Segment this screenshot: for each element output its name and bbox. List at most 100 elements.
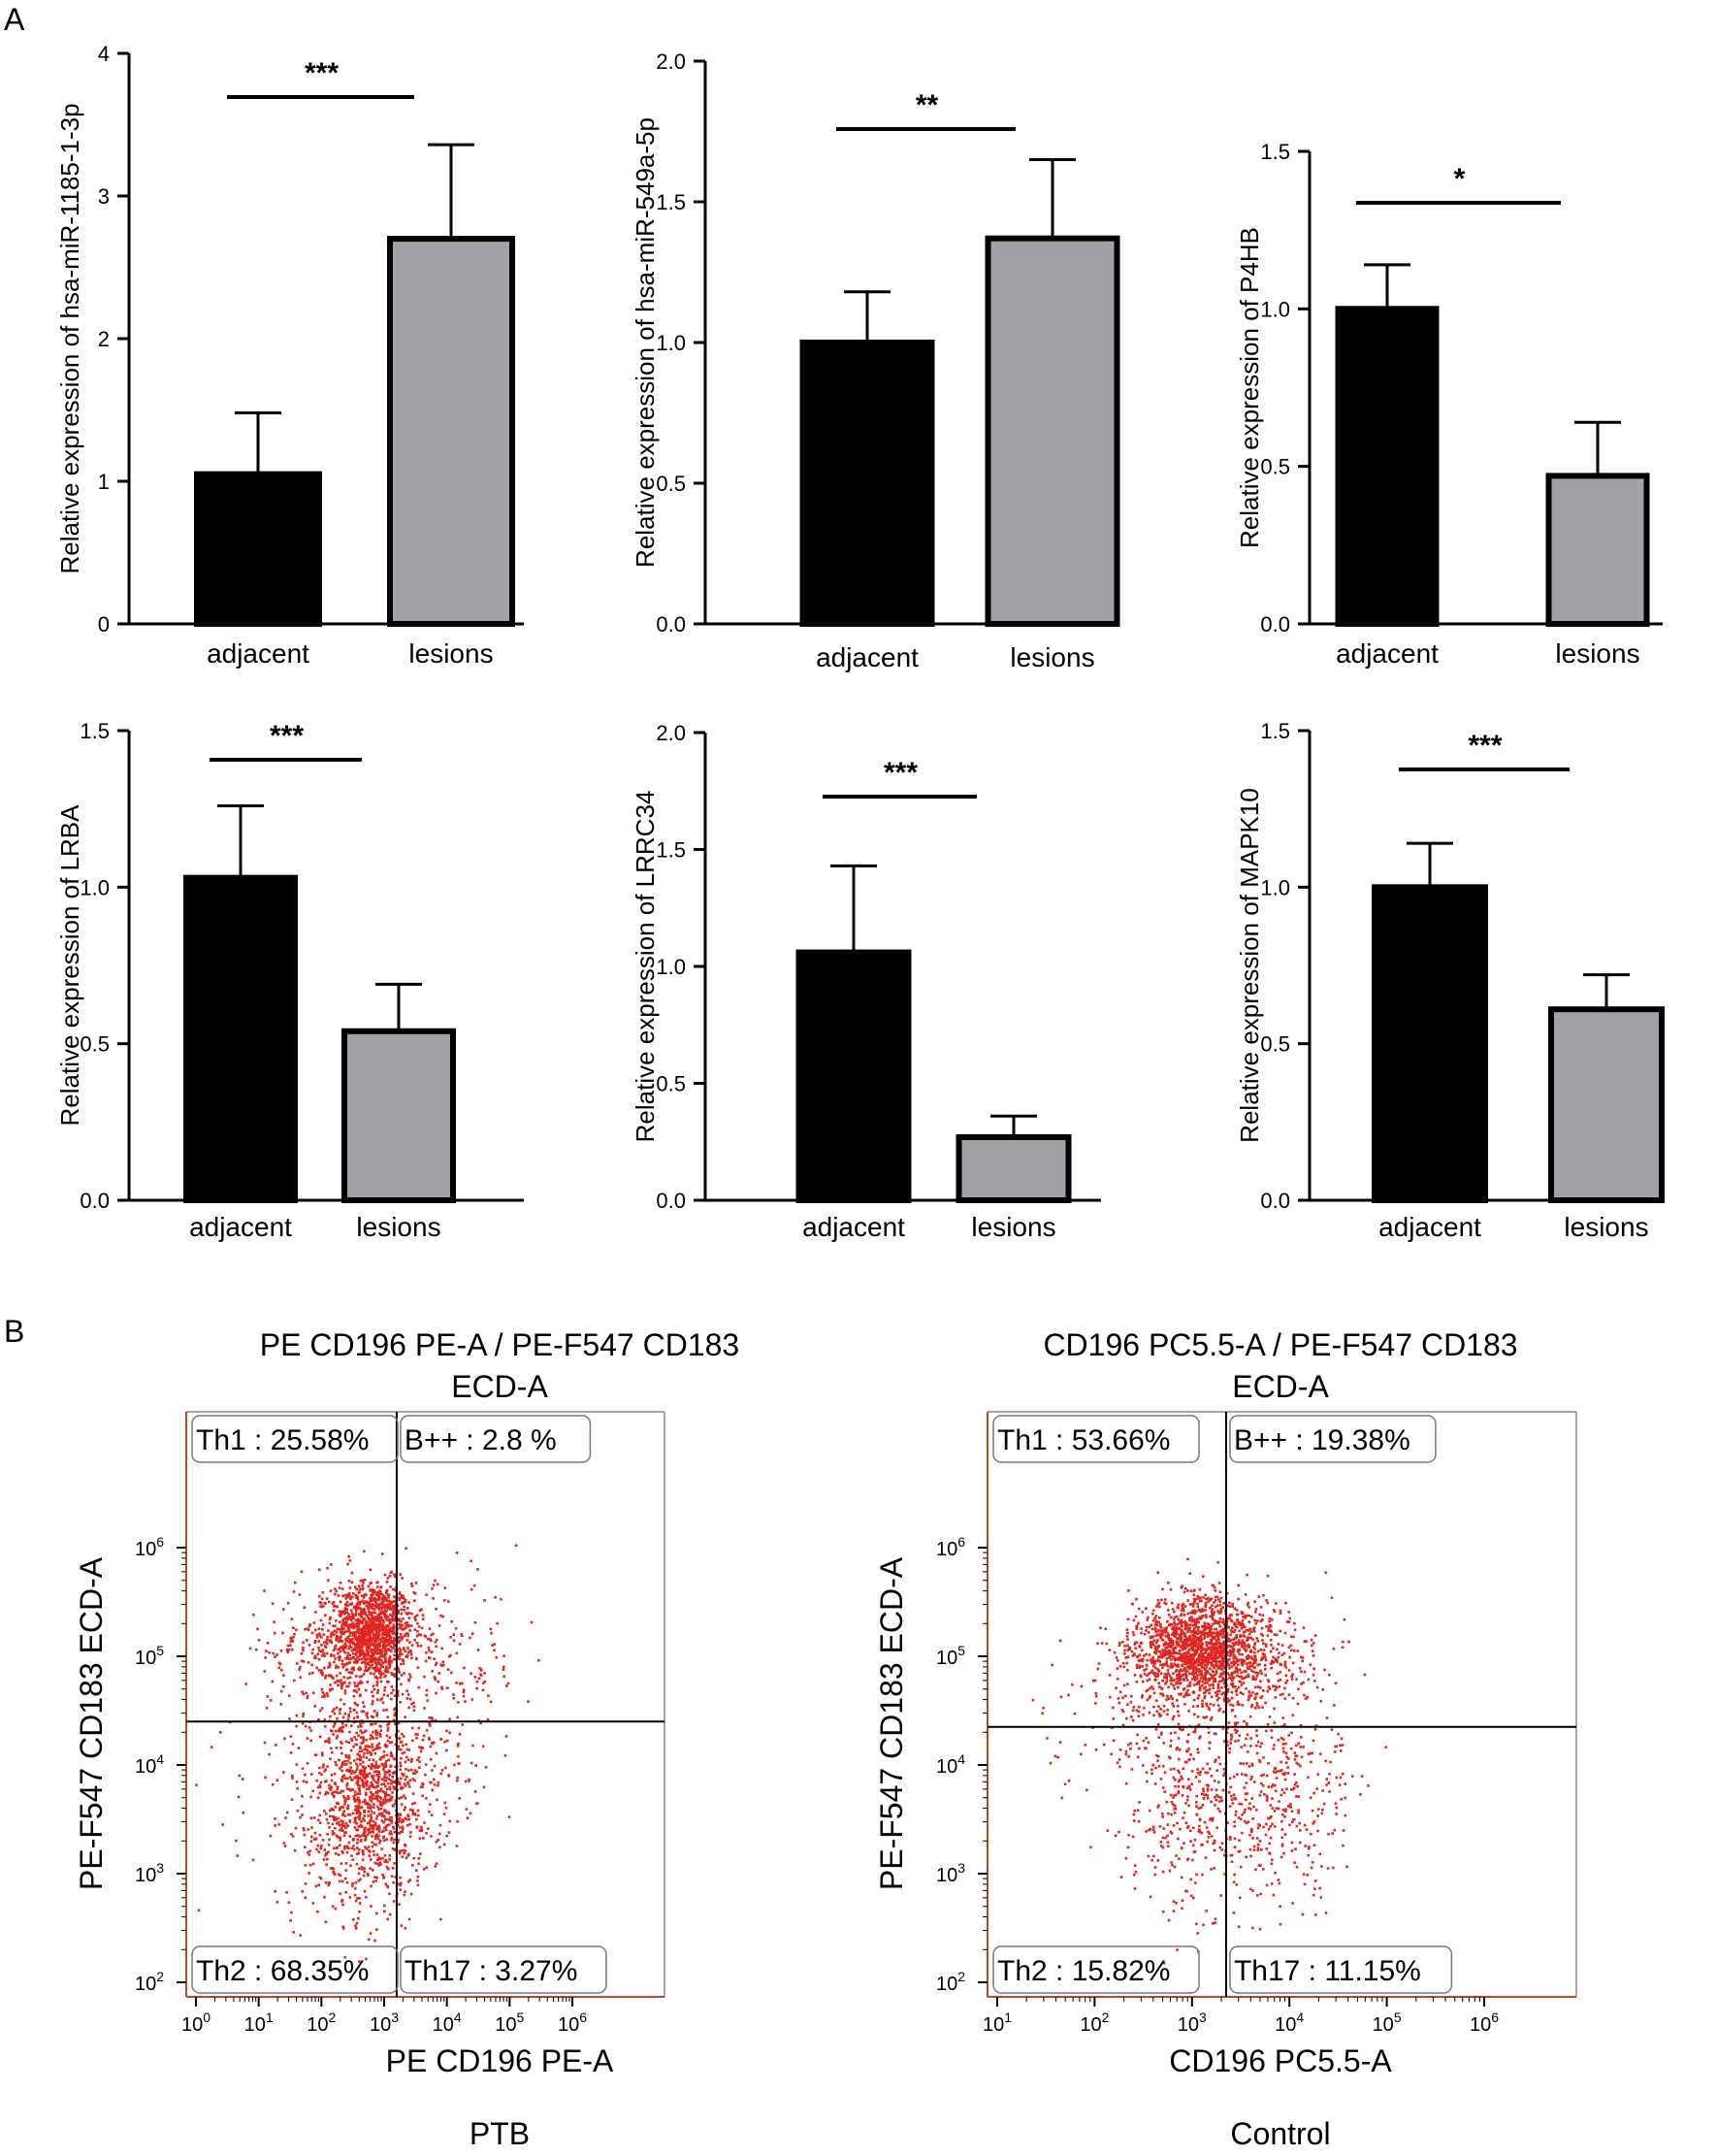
event-dot [1154,1675,1157,1678]
bar-lesions [956,1133,1072,1204]
event-dot [376,1603,380,1606]
event-dot [440,1687,444,1690]
event-dot [1232,1651,1235,1654]
event-dot [1290,1678,1294,1681]
event-dot [1249,1694,1252,1697]
event-dot [1296,1702,1300,1706]
event-dot [415,1826,419,1829]
event-dot [360,1866,364,1869]
event-dot [406,1814,410,1818]
event-dot [369,1622,373,1626]
event-dot [410,1656,413,1660]
event-dot [303,1833,307,1837]
event-dot [448,1819,451,1823]
event-dot [281,1631,284,1635]
event-dot [381,1672,385,1676]
event-dot [356,1607,359,1611]
event-dot [1236,1674,1239,1678]
event-dot [1173,1629,1176,1633]
event-dot [339,1874,342,1877]
event-dot [1277,1643,1280,1646]
event-dot [337,1802,340,1806]
event-dot [352,1695,356,1698]
event-dot [293,1679,296,1682]
event-dot [355,1738,358,1742]
event-dot [407,1601,410,1604]
event-dot [1282,1651,1286,1655]
event-dot [1192,1598,1196,1601]
event-dot [1291,1673,1294,1676]
event-dot [268,1650,271,1654]
event-dot [346,1640,350,1643]
event-dot [373,1608,376,1611]
event-dot [340,1635,342,1638]
event-dot [291,1777,294,1780]
event-dot [361,1834,364,1837]
event-dot [362,1738,365,1742]
event-dot [369,1850,372,1853]
event-dot [375,1862,379,1865]
event-dot [300,1659,304,1663]
event-dot [399,1650,402,1653]
event-dot [318,1783,321,1787]
event-dot [399,1888,402,1891]
event-dot [1218,1620,1221,1623]
event-dot [344,1724,347,1727]
event-dot [364,1666,368,1669]
event-dot [358,1897,361,1900]
event-dot [1215,1621,1219,1625]
event-dot [394,1781,398,1784]
event-dot [388,1627,391,1630]
event-dot [378,1796,382,1799]
event-dot [333,1723,337,1726]
event-dot [397,1669,401,1673]
event-dot [324,1602,327,1605]
event-dot [299,1934,302,1937]
event-dot [382,1829,385,1833]
event-dot [1253,1648,1256,1650]
event-dot [1363,1673,1367,1677]
event-dot [1183,1605,1187,1608]
event-dot [1233,1607,1237,1611]
event-dot [334,1761,338,1764]
event-dot [1201,1699,1204,1703]
event-dot [441,1615,444,1618]
event-dot [1343,1617,1346,1621]
event-dot [1262,1593,1265,1597]
event-dot [1261,1618,1264,1621]
event-dot [321,1650,324,1652]
event-dot [1123,1652,1126,1655]
event-dot [449,1636,452,1639]
event-dot [403,1794,405,1798]
event-dot [1182,1678,1185,1681]
event-dot [350,1672,354,1675]
event-dot [363,1889,367,1893]
event-dot [1218,1675,1221,1679]
event-dot [1278,1651,1280,1654]
event-dot [342,1647,345,1650]
event-dot [471,1744,474,1748]
event-dot [343,1777,346,1780]
event-dot [362,1852,365,1856]
event-dot [383,1688,386,1692]
event-dot [362,1741,365,1744]
event-dot [1217,1631,1221,1635]
event-dot [405,1547,407,1551]
event-dot [318,1813,321,1817]
event-dot [1241,1643,1244,1647]
event-dot [406,1634,410,1638]
event-dot [447,1655,451,1658]
event-dot [363,1769,366,1773]
event-dot [1195,1625,1198,1629]
quadrant-box-bottom-right [400,1945,607,1994]
event-dot [444,1806,448,1810]
event-dot [318,1634,322,1637]
event-dot [435,1840,438,1844]
event-dot [1172,1632,1175,1635]
event-dot [455,1552,459,1554]
event-dot [385,1614,388,1617]
event-dot [363,1657,367,1660]
event-dot [1238,1621,1241,1624]
event-dot [1193,1634,1197,1638]
event-dot [1229,1652,1233,1656]
